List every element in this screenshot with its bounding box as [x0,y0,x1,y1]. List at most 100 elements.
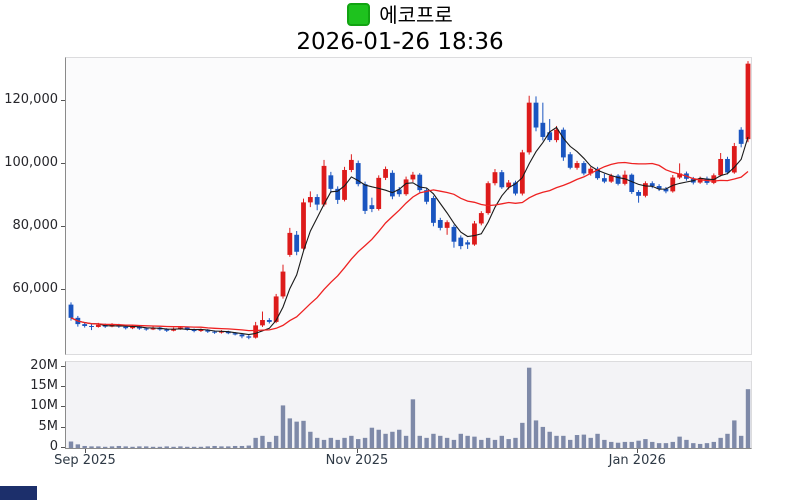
chart-timestamp: 2026-01-26 18:36 [296,29,504,55]
candlestick [615,175,621,184]
candlestick [82,324,88,327]
candlestick [212,331,218,333]
volume-axis-label: 5M [38,418,59,434]
candlestick [178,327,183,329]
volume-bar [533,420,539,448]
candlestick [266,320,272,322]
candlestick [355,163,361,185]
volume-bar [314,437,320,448]
candlestick [396,189,402,195]
volume-bar [232,445,238,448]
volume-bar [328,437,334,448]
volume-bar [130,446,135,448]
volume-bar [540,426,546,448]
volume-bar [335,439,340,448]
candlestick [171,328,176,331]
candlestick [314,197,320,205]
volume-bar [212,445,217,448]
volume-bar [718,437,723,448]
volume-bar [465,435,470,448]
volume-bar [321,439,327,448]
volume-bar [684,439,689,448]
candlestick [95,324,101,327]
candlestick [383,169,388,178]
volume-bar [144,446,149,448]
volume-bar [342,437,347,448]
candlestick [656,186,662,189]
candlestick [136,326,142,329]
candlestick [595,168,600,179]
volume-bar [403,435,409,448]
candlestick [287,232,293,255]
volume-bar [595,433,600,448]
price-chart-panel [65,57,752,355]
volume-bar [513,437,518,448]
candlestick [492,172,498,184]
candlestick [499,172,505,188]
taskbar-fragment [0,486,37,500]
candlestick [670,177,676,192]
volume-bar [137,446,142,448]
candlestick [526,102,532,153]
candlestick [184,327,190,330]
candlestick [636,192,641,196]
volume-bar [704,443,710,448]
candlestick [191,329,197,332]
volume-bar [520,422,525,448]
x-axis-label: Jan 2026 [608,453,666,468]
volume-bar [397,429,402,448]
candlestick [369,205,375,209]
volume-bar [424,437,429,448]
volume-bar [349,435,354,448]
candlestick [68,304,74,318]
volume-axis-label: 15M [30,378,58,394]
volume-bar [171,446,176,448]
price-axis-tick [61,99,65,101]
volume-bar [588,437,593,448]
candlestick [253,325,259,338]
volume-bar [636,440,641,448]
volume-bar [444,437,450,448]
volume-bar [191,446,197,448]
volume-bar [89,446,94,448]
candlestick [540,122,546,137]
volume-bar [745,389,751,448]
volume-bar [198,446,204,448]
candlestick [362,184,368,211]
candlestick [348,159,354,170]
volume-bar [663,443,669,448]
candlestick [738,129,744,144]
volume-bar [294,421,299,448]
chart-title: 에코프로 [0,3,800,27]
volume-bar [267,441,272,448]
candlestick [465,242,471,245]
candlestick [649,183,655,187]
candlestick [437,219,443,228]
candlestick [731,146,737,173]
candlestick [164,329,170,331]
candlestick [123,326,129,329]
candlestick [547,132,553,141]
candlestick [643,183,648,196]
candlestick-chart [68,61,751,340]
candlestick [239,334,245,337]
volume-bar [615,442,621,448]
volume-bar [287,418,293,448]
volume-bar [492,439,498,448]
candlestick [588,168,594,174]
x-axis-tick [356,449,358,453]
volume-bar [102,446,108,448]
volume-bar [499,435,505,448]
x-axis-tick [84,449,86,453]
candlestick [601,178,607,182]
candlestick [130,326,135,329]
volume-bar [574,435,580,448]
volume-bar [280,405,286,448]
candlestick [321,165,327,205]
volume-bar [602,439,607,448]
volume-bar [725,433,730,448]
volume-bar [362,437,368,448]
candlestick [485,183,491,214]
candlestick [629,174,635,193]
candlestick [417,174,423,191]
